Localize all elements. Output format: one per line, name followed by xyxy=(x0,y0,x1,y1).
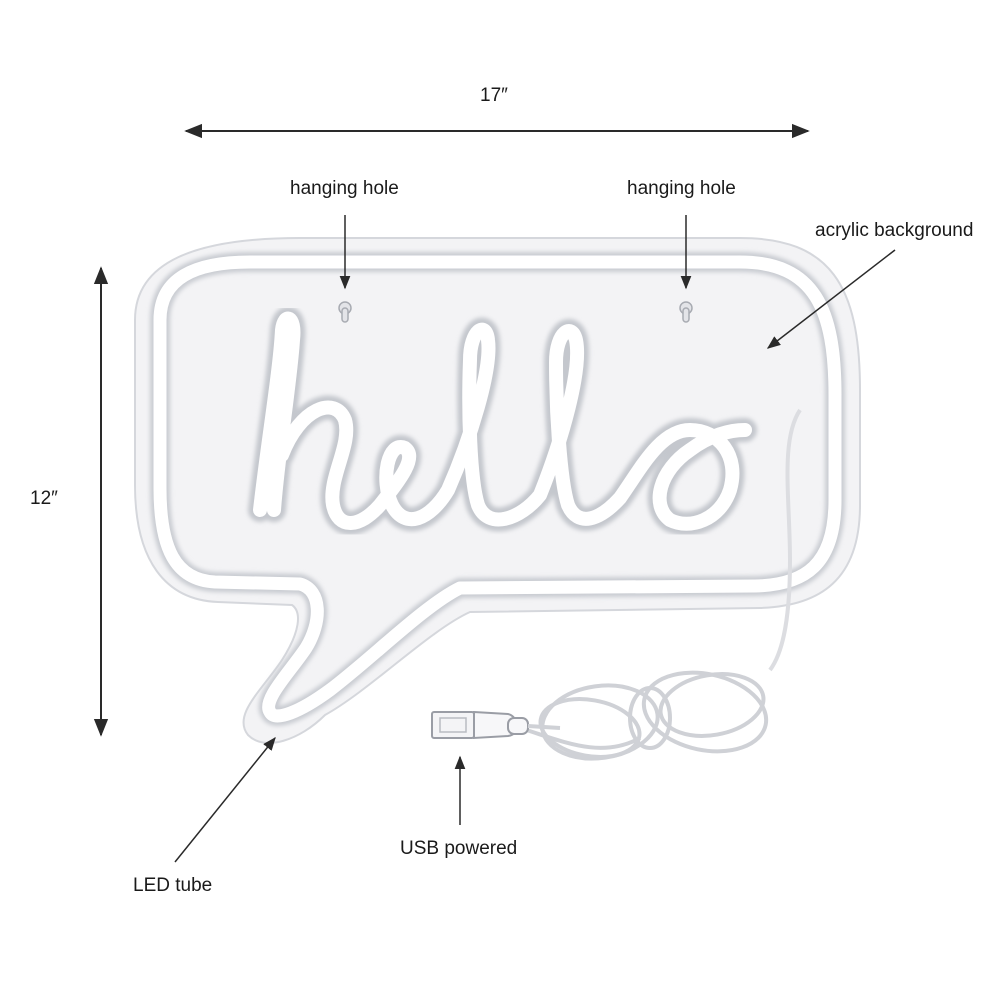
hanging-hole-left xyxy=(338,301,352,323)
led-tube-label: LED tube xyxy=(133,875,213,896)
acrylic-background xyxy=(134,237,861,744)
hanging-hole-right xyxy=(679,301,693,323)
usb-plug xyxy=(431,710,561,740)
usb-cable xyxy=(768,408,802,672)
width-label: 17″ xyxy=(480,85,508,106)
cable-coil xyxy=(519,670,769,761)
hanging-hole-right-label: hanging hole xyxy=(627,178,736,199)
height-label: 12″ xyxy=(30,488,58,509)
usb-powered-label: USB powered xyxy=(400,838,518,859)
acrylic-background-label: acrylic background xyxy=(815,220,974,241)
led-tube-outline xyxy=(150,252,845,726)
led-tube-arrow xyxy=(174,736,276,863)
hanging-hole-left-label: hanging hole xyxy=(290,178,399,199)
hello-neon-text xyxy=(248,306,757,536)
acrylic-background-arrow xyxy=(766,249,896,349)
